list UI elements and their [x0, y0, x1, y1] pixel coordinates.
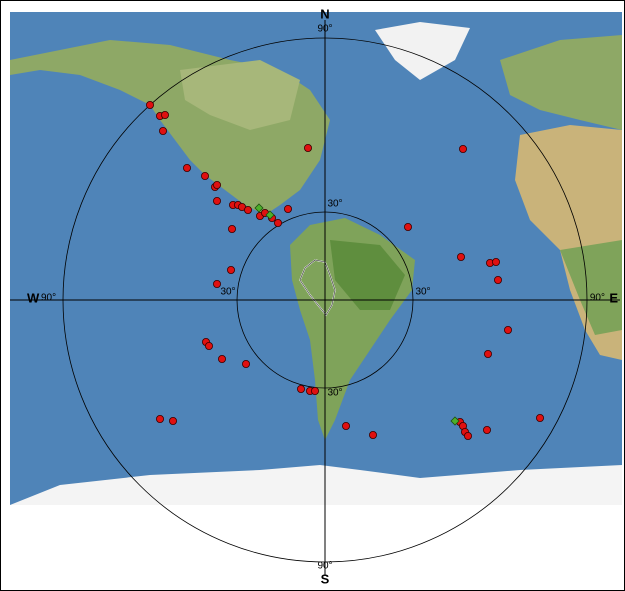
- event-point: [242, 360, 249, 367]
- event-point: [369, 431, 376, 438]
- event-point: [274, 219, 281, 226]
- event-point: [228, 225, 235, 232]
- west-label: W: [27, 290, 40, 305]
- event-point: [213, 197, 220, 204]
- event-point: [201, 172, 208, 179]
- event-point: [183, 164, 190, 171]
- outer-bottom-label: 90°: [317, 561, 332, 572]
- event-point: [304, 144, 311, 151]
- event-point: [227, 266, 234, 273]
- event-point: [404, 223, 411, 230]
- event-point: [342, 422, 349, 429]
- event-point: [205, 342, 212, 349]
- event-point: [218, 355, 225, 362]
- event-point: [464, 432, 471, 439]
- event-point: [311, 387, 318, 394]
- event-point: [159, 127, 166, 134]
- south-label: S: [321, 571, 330, 586]
- event-point: [244, 206, 251, 213]
- inner-top-label: 30°: [327, 199, 342, 210]
- north-label: N: [320, 6, 329, 21]
- inner-right-label: 30°: [415, 287, 430, 298]
- event-point: [156, 415, 163, 422]
- event-point: [483, 426, 490, 433]
- event-point: [504, 326, 511, 333]
- event-point: [297, 385, 304, 392]
- event-point: [459, 145, 466, 152]
- inner-bottom-label: 30°: [327, 388, 342, 399]
- event-point: [494, 276, 501, 283]
- inner-left-label: 30°: [220, 287, 235, 298]
- outer-right-label: 90°: [590, 293, 605, 304]
- event-point: [536, 414, 543, 421]
- outer-left-label: 90°: [41, 293, 56, 304]
- east-label: E: [609, 290, 618, 305]
- event-point: [284, 205, 291, 212]
- event-point: [161, 111, 168, 118]
- event-point: [492, 258, 499, 265]
- map-figure: N S W E 90° 90° 90° 90° 30° 30° 30° 30°: [0, 0, 625, 591]
- event-point: [146, 101, 153, 108]
- event-point: [457, 253, 464, 260]
- event-point: [484, 350, 491, 357]
- event-point: [169, 417, 176, 424]
- outer-top-label: 90°: [317, 24, 332, 35]
- event-point: [213, 181, 220, 188]
